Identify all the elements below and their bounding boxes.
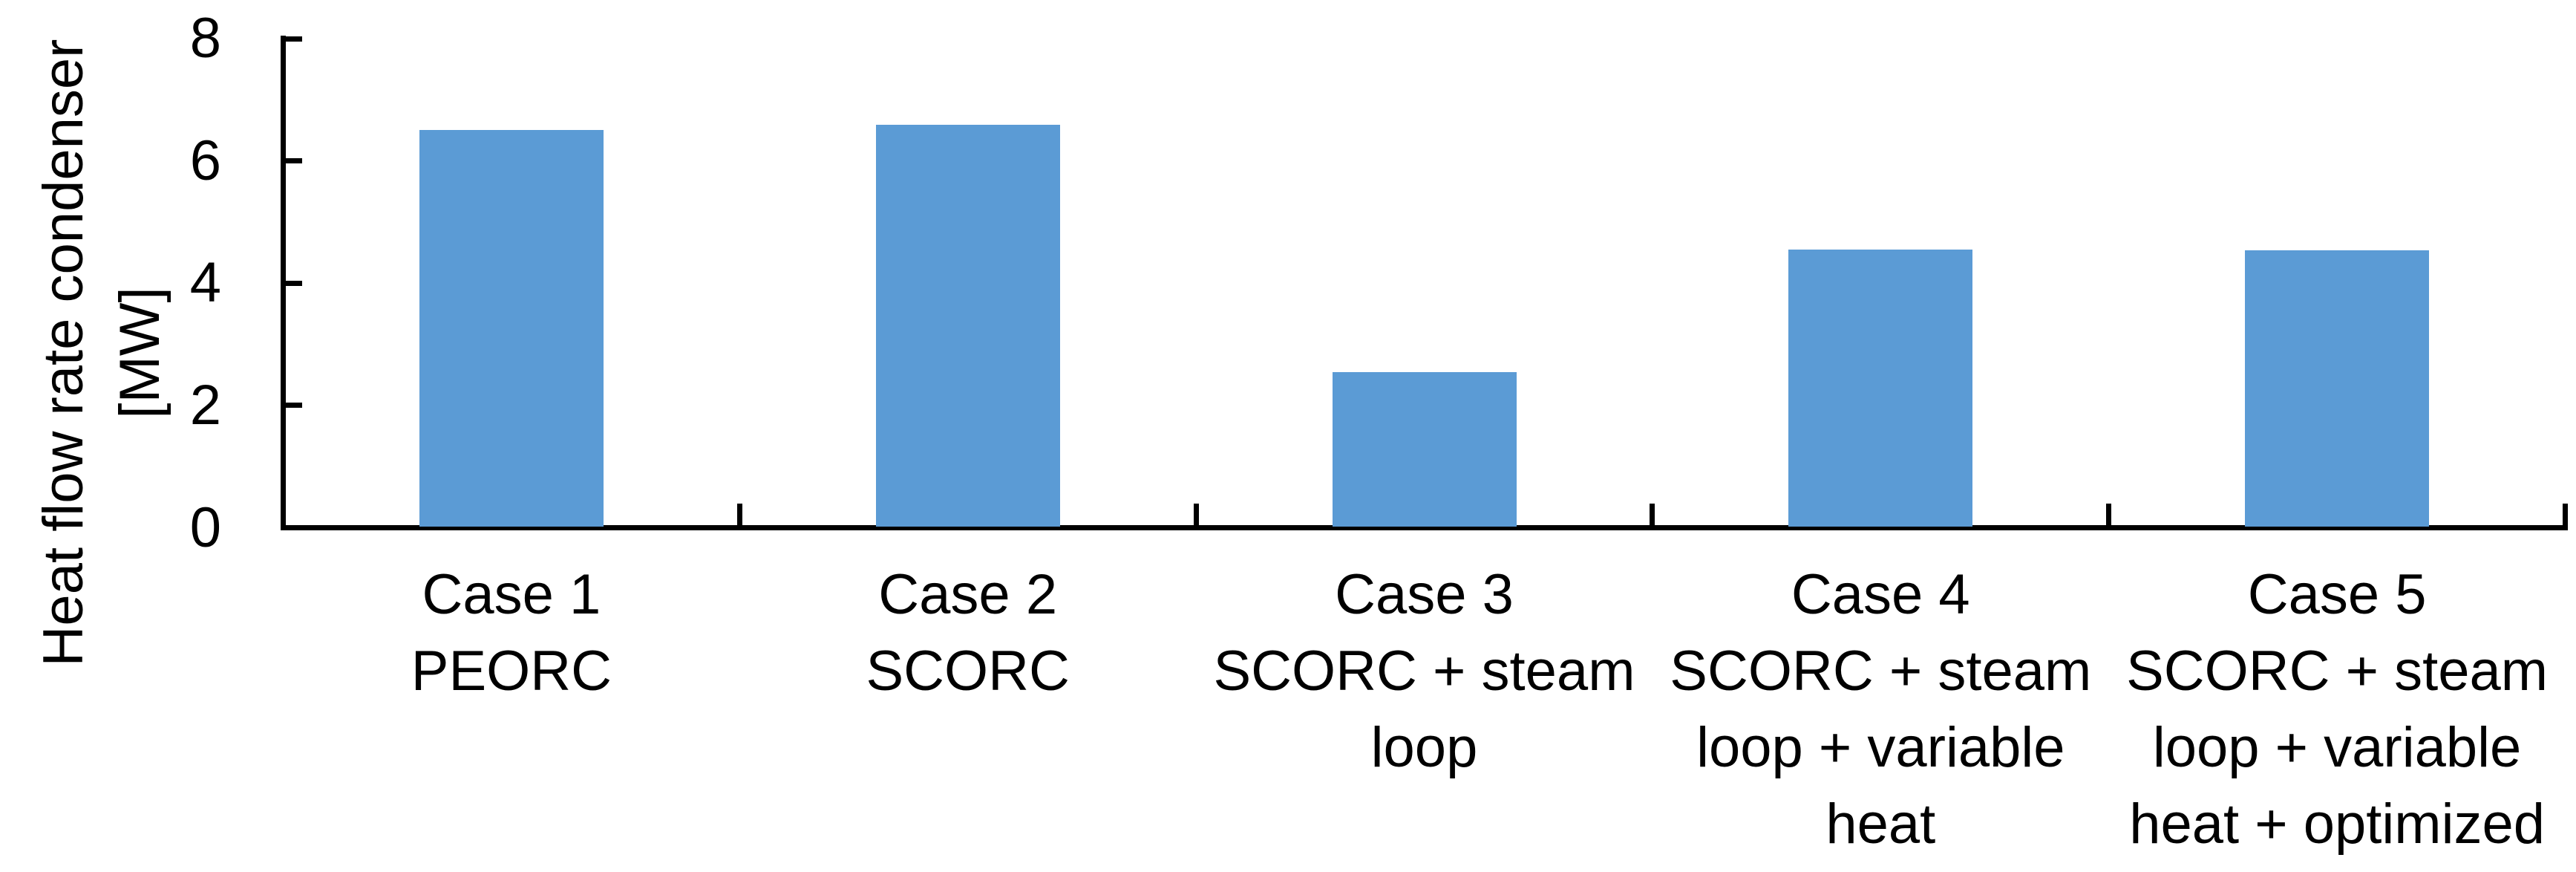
- y-tick-label-2: 2: [189, 373, 221, 437]
- category-label-case-4-line-2: SCORC + steam: [1670, 640, 2092, 703]
- x-tick-mark-0: [281, 504, 286, 530]
- category-label-case-2-line-1: Case 2: [878, 563, 1058, 626]
- y-axis-title-line-1: Heat flow rate condenser: [32, 39, 95, 667]
- y-tick-label-0: 0: [189, 495, 221, 559]
- y-tick-mark-0: [281, 525, 302, 530]
- x-tick-mark-5: [2563, 504, 2568, 530]
- y-tick-mark-8: [281, 36, 302, 42]
- category-label-case-1-line-1: Case 1: [422, 563, 601, 626]
- x-tick-mark-1: [736, 504, 742, 530]
- category-label-case-1: Case 1 PEORC: [267, 556, 756, 709]
- y-tick-mark-6: [281, 158, 302, 164]
- category-label-case-5-line-2: SCORC + steam: [2126, 640, 2549, 703]
- bar-case-2: [875, 125, 1060, 527]
- category-label-case-4-line-3: loop + variable: [1696, 716, 2065, 779]
- category-label-case-5-line-3: loop + variable: [2152, 716, 2522, 779]
- x-tick-mark-3: [1650, 504, 1655, 530]
- bar-case-1: [419, 130, 604, 527]
- y-axis-title: Heat flow rate condenser [MW]: [25, 0, 178, 724]
- y-tick-mark-2: [281, 403, 302, 409]
- bar-case-5: [2245, 250, 2430, 527]
- y-tick-label-4: 4: [189, 251, 221, 315]
- category-label-case-2: Case 2 SCORC: [723, 556, 1213, 709]
- category-label-case-5-line-4: heat + optimized: [2129, 793, 2545, 856]
- x-tick-mark-2: [1193, 504, 1199, 530]
- category-label-case-4-line-1: Case 4: [1791, 563, 1970, 626]
- y-axis-title-line-2: [MW]: [108, 287, 171, 419]
- category-label-case-3-line-2: SCORC + steam: [1213, 640, 1635, 703]
- category-label-case-5: Case 5 SCORC + steam loop + variable heat +…: [2092, 556, 2576, 862]
- bar-case-3: [1332, 372, 1517, 527]
- x-axis-line: [281, 525, 2568, 530]
- x-tick-mark-4: [2106, 504, 2112, 530]
- bar-case-4: [1788, 249, 1973, 527]
- y-tick-label-6: 6: [189, 128, 221, 192]
- category-label-case-5-line-1: Case 5: [2247, 563, 2427, 626]
- category-label-case-3-line-1: Case 3: [1335, 563, 1514, 626]
- category-label-case-4: Case 4 SCORC + steam loop + variable heat: [1635, 556, 2125, 862]
- y-tick-label-8: 8: [189, 7, 221, 70]
- category-label-case-1-line-2: PEORC: [411, 640, 612, 703]
- category-label-case-3-line-3: loop: [1370, 716, 1478, 779]
- category-label-case-4-line-4: heat: [1825, 793, 1936, 856]
- y-tick-mark-4: [281, 280, 302, 286]
- category-label-case-2-line-2: SCORC: [866, 640, 1070, 703]
- category-label-case-3: Case 3 SCORC + steam loop: [1180, 556, 1670, 786]
